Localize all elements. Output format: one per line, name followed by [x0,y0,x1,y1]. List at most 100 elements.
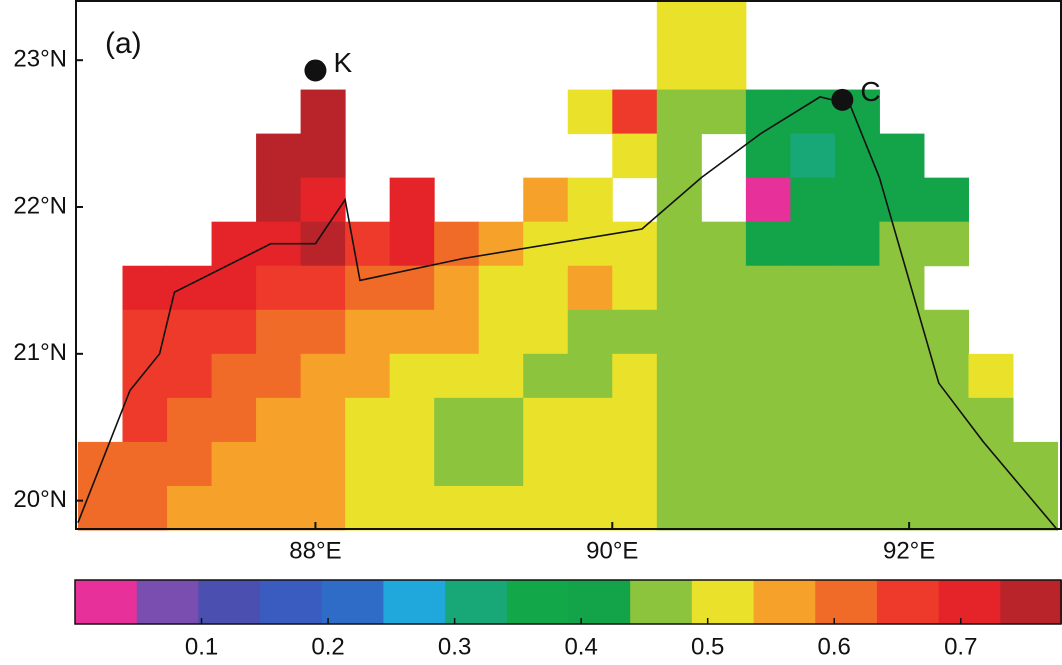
cell [345,441,391,487]
cell [968,353,1014,399]
colorbar-tick-label: 0.4 [564,633,597,660]
cell [523,397,569,443]
cell [167,397,213,443]
colorbar-frame [74,579,1062,625]
cell [567,265,613,311]
colorbar-swatch [938,580,1001,624]
cell [256,397,302,443]
cell [968,485,1014,531]
cell [701,1,747,47]
cell [300,309,346,355]
cell [923,177,969,223]
colorbar-swatch [383,580,446,624]
x-tick-label: 92°E [883,537,935,564]
cell [345,265,391,311]
cell [434,441,480,487]
cell [612,485,658,531]
cell [745,397,791,443]
cell [256,265,302,311]
cell [1013,441,1059,487]
cell [879,221,925,267]
cell [567,485,613,531]
cell [745,133,791,179]
cell [478,353,524,399]
cell [923,221,969,267]
cell [167,309,213,355]
cell [612,397,658,443]
cell [122,265,168,311]
cell [567,221,613,267]
cell [656,397,702,443]
cell [834,221,880,267]
colorbar-swatch [198,580,261,624]
cell [923,485,969,531]
cell [434,397,480,443]
cell [923,309,969,355]
cell [256,133,302,179]
panel-label: (a) [105,27,142,60]
cell [790,353,836,399]
cell [612,353,658,399]
cell [834,441,880,487]
cell [256,353,302,399]
cell [656,133,702,179]
station-marker [831,88,854,111]
cell [478,265,524,311]
x-tick-label: 90°E [586,537,638,564]
cell [567,177,613,223]
cell [167,353,213,399]
colorbar-tick-label: 0.6 [818,633,851,660]
cell [701,353,747,399]
cell [923,441,969,487]
colorbar-swatch [136,580,199,624]
station-label: K [333,47,352,78]
cell [879,485,925,531]
x-tick-label: 88°E [289,537,341,564]
cell [523,353,569,399]
cell [300,353,346,399]
cell [567,89,613,135]
colorbar-swatch [568,580,631,624]
cell [923,353,969,399]
cell [211,221,257,267]
cell [923,397,969,443]
cell [478,221,524,267]
cell [345,353,391,399]
cell [122,441,168,487]
cell [300,265,346,311]
cell [478,397,524,443]
cell [745,309,791,355]
cell [211,309,257,355]
cell [834,485,880,531]
cell [389,441,435,487]
cell [656,1,702,47]
cell [567,441,613,487]
cell [968,397,1014,443]
cell [834,265,880,311]
cell [612,133,658,179]
cell [745,89,791,135]
cell [879,353,925,399]
colorbar-swatch [321,580,384,624]
cell [300,177,346,223]
cell [389,177,435,223]
cell [300,133,346,179]
cell [701,221,747,267]
cell [389,353,435,399]
cell [389,309,435,355]
cell [478,309,524,355]
coastline [77,96,1059,531]
cell [434,265,480,311]
cell [745,441,791,487]
cell [879,177,925,223]
cell [523,485,569,531]
station-label: C [860,76,880,107]
cell [790,397,836,443]
cell [256,177,302,223]
cell [256,309,302,355]
colorbar-swatch [445,580,508,624]
cell [745,485,791,531]
cell [790,485,836,531]
cell [1013,485,1059,531]
colorbar-tick-label: 0.3 [438,633,471,660]
